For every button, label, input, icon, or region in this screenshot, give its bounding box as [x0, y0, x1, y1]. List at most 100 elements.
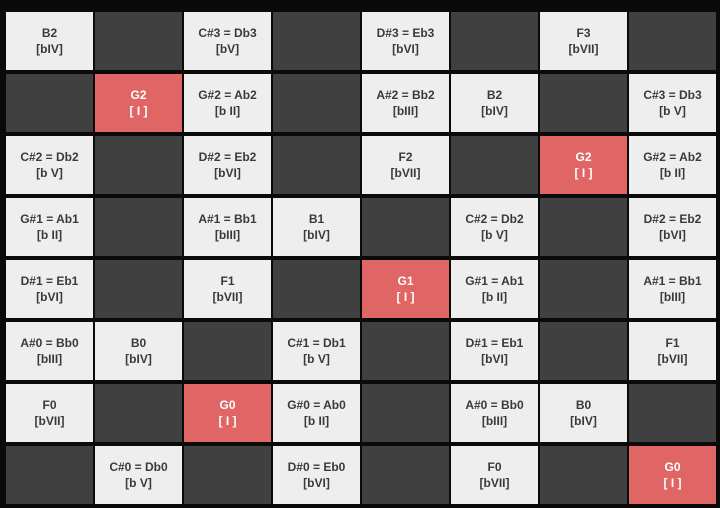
degree-label: [bIII]: [481, 414, 508, 428]
note-cell: D#2 = Eb2 [bVI]: [184, 136, 271, 194]
note-label: B0: [130, 336, 147, 350]
note-label: F1: [665, 336, 680, 350]
degree-label: [b II]: [659, 166, 686, 180]
empty-cell: [540, 74, 627, 132]
note-cell: D#1 = Eb1 [bVI]: [6, 260, 93, 318]
empty-cell: [540, 260, 627, 318]
degree-label: [bVI]: [392, 42, 419, 56]
empty-cell: [362, 384, 449, 442]
degree-label: [bIII]: [392, 104, 419, 118]
note-cell: B2 [bIV]: [6, 12, 93, 70]
note-cell: G#2 = Ab2 [b II]: [184, 74, 271, 132]
note-label: G1: [397, 274, 414, 288]
degree-label: [bVII]: [479, 476, 510, 490]
note-label: A#0 = Bb0: [20, 336, 79, 350]
empty-cell: [95, 12, 182, 70]
note-label: G#2 = Ab2: [643, 150, 702, 164]
note-cell: A#2 = Bb2 [bIII]: [362, 74, 449, 132]
note-cell: A#1 = Bb1 [bIII]: [629, 260, 716, 318]
note-cell: C#0 = Db0 [b V]: [95, 446, 182, 504]
degree-label: [bVII]: [212, 290, 243, 304]
note-cell: F0 [bVII]: [451, 446, 538, 504]
empty-cell: [95, 136, 182, 194]
note-cell: G#2 = Ab2 [b II]: [629, 136, 716, 194]
note-cell: C#1 = Db1 [b V]: [273, 322, 360, 380]
note-cell: A#0 = Bb0 [bIII]: [451, 384, 538, 442]
note-cell: B0 [bIV]: [540, 384, 627, 442]
note-label: D#0 = Eb0: [287, 460, 346, 474]
note-label: D#1 = Eb1: [20, 274, 79, 288]
note-label: A#0 = Bb0: [465, 398, 524, 412]
note-cell: C#3 = Db3 [bV]: [184, 12, 271, 70]
empty-cell: [273, 74, 360, 132]
note-label: B1: [308, 212, 325, 226]
note-label: A#1 = Bb1: [643, 274, 702, 288]
note-cell: D#1 = Eb1 [bVI]: [451, 322, 538, 380]
empty-cell: [273, 12, 360, 70]
note-label: C#3 = Db3: [198, 26, 257, 40]
note-cell: G#0 = Ab0 [b II]: [273, 384, 360, 442]
note-cell: F3 [bVII]: [540, 12, 627, 70]
empty-cell: [184, 446, 271, 504]
note-cell: D#3 = Eb3 [bVI]: [362, 12, 449, 70]
empty-cell: [451, 12, 538, 70]
degree-label: [bIV]: [303, 228, 330, 242]
note-cell: G0 [ I ]: [184, 384, 271, 442]
note-label: G#0 = Ab0: [287, 398, 346, 412]
degree-label: [b II]: [214, 104, 241, 118]
empty-cell: [273, 136, 360, 194]
degree-label: [bVII]: [657, 352, 688, 366]
note-cell: G#1 = Ab1 [b II]: [451, 260, 538, 318]
degree-label: [bVII]: [34, 414, 65, 428]
note-cell: G0 [ I ]: [629, 446, 716, 504]
degree-label: [ I ]: [218, 414, 237, 428]
degree-label: [bVI]: [36, 290, 63, 304]
degree-label: [b V]: [303, 352, 330, 366]
note-cell: F0 [bVII]: [6, 384, 93, 442]
note-label: F2: [398, 150, 413, 164]
degree-label: [b II]: [303, 414, 330, 428]
note-label: C#1 = Db1: [287, 336, 346, 350]
empty-cell: [95, 384, 182, 442]
note-label: A#2 = Bb2: [376, 88, 435, 102]
degree-label: [bIV]: [481, 104, 508, 118]
degree-label: [bIV]: [125, 352, 152, 366]
empty-cell: [6, 446, 93, 504]
degree-label: [bVII]: [568, 42, 599, 56]
note-label: D#1 = Eb1: [465, 336, 524, 350]
empty-cell: [451, 136, 538, 194]
note-label: F3: [576, 26, 591, 40]
degree-label: [b II]: [481, 290, 508, 304]
note-cell: G2 [ I ]: [95, 74, 182, 132]
degree-label: [b V]: [659, 104, 686, 118]
empty-cell: [95, 198, 182, 256]
note-label: F1: [220, 274, 235, 288]
degree-label: [bIV]: [570, 414, 597, 428]
note-label: B2: [41, 26, 58, 40]
empty-cell: [95, 260, 182, 318]
empty-cell: [273, 260, 360, 318]
degree-label: [bIII]: [214, 228, 241, 242]
note-cell: G1 [ I ]: [362, 260, 449, 318]
note-label: D#2 = Eb2: [643, 212, 702, 226]
empty-cell: [540, 446, 627, 504]
empty-cell: [540, 322, 627, 380]
note-cell: F1 [bVII]: [184, 260, 271, 318]
degree-label: [bIV]: [36, 42, 63, 56]
degree-label: [bVI]: [481, 352, 508, 366]
degree-label: [b V]: [125, 476, 152, 490]
note-label: A#1 = Bb1: [198, 212, 257, 226]
degree-label: [b II]: [36, 228, 63, 242]
note-cell: G2 [ I ]: [540, 136, 627, 194]
note-cell: F1 [bVII]: [629, 322, 716, 380]
empty-cell: [6, 74, 93, 132]
degree-label: [ I ]: [663, 476, 682, 490]
note-cell: C#3 = Db3 [b V]: [629, 74, 716, 132]
note-label: C#0 = Db0: [109, 460, 168, 474]
note-cell: B0 [bIV]: [95, 322, 182, 380]
note-cell: F2 [bVII]: [362, 136, 449, 194]
note-label: C#3 = Db3: [643, 88, 702, 102]
note-cell: G#1 = Ab1 [b II]: [6, 198, 93, 256]
empty-cell: [184, 322, 271, 380]
